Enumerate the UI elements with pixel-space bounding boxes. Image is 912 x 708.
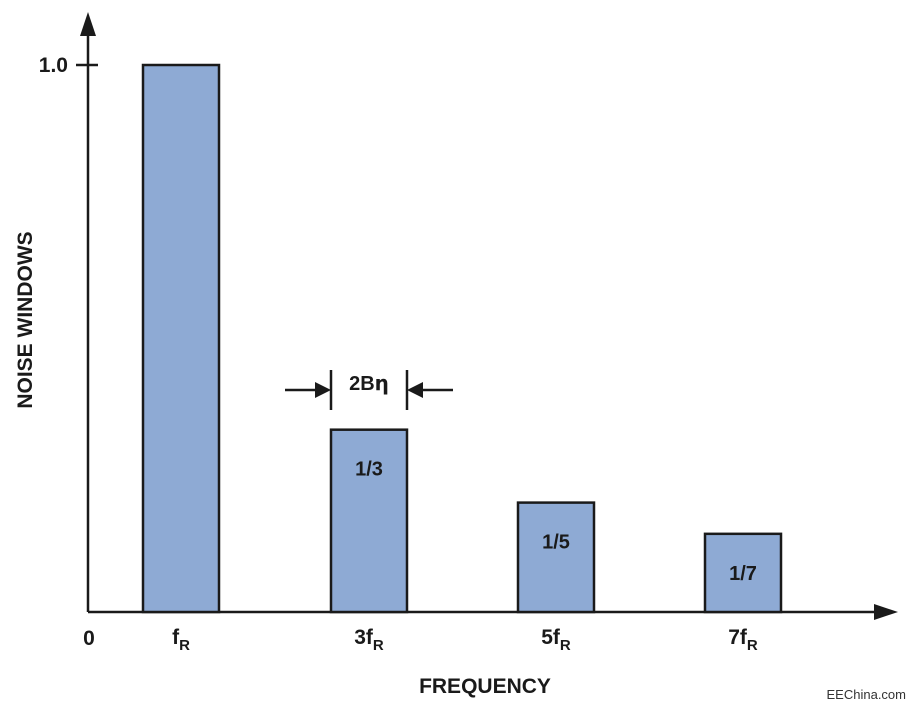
x-tick-label-2: 3fR (354, 626, 384, 654)
bar-4 (703, 532, 783, 614)
y-axis-arrow (80, 12, 96, 36)
origin-label: 0 (83, 627, 95, 650)
bw-left-arrowhead (315, 382, 331, 398)
bar-1 (141, 63, 221, 614)
y-axis-title: NOISE WINDOWS (14, 231, 37, 408)
x-tick-label-1: fR (172, 626, 190, 654)
bar-value-label-4: 1/7 (729, 563, 757, 585)
x-axis-title: FREQUENCY (419, 675, 551, 698)
x-tick-label-4: 7fR (728, 626, 758, 654)
bar-3 (516, 501, 596, 614)
bandwidth-label: 2Bη (349, 371, 389, 395)
bars-group: 1/3 1/5 1/7 (141, 63, 783, 614)
bar-value-label-2: 1/3 (355, 459, 383, 481)
bandwidth-annotation: 2Bη (285, 370, 453, 410)
x-tick-labels: fR 3fR 5fR 7fR (172, 626, 758, 654)
bw-right-arrowhead (407, 382, 423, 398)
bar-value-label-3: 1/5 (542, 532, 570, 554)
watermark: EEChina.com (827, 687, 906, 702)
x-tick-label-3: 5fR (541, 626, 571, 654)
x-axis-arrow (874, 604, 898, 620)
bar-2 (329, 428, 409, 614)
y-tick-label: 1.0 (39, 54, 68, 77)
